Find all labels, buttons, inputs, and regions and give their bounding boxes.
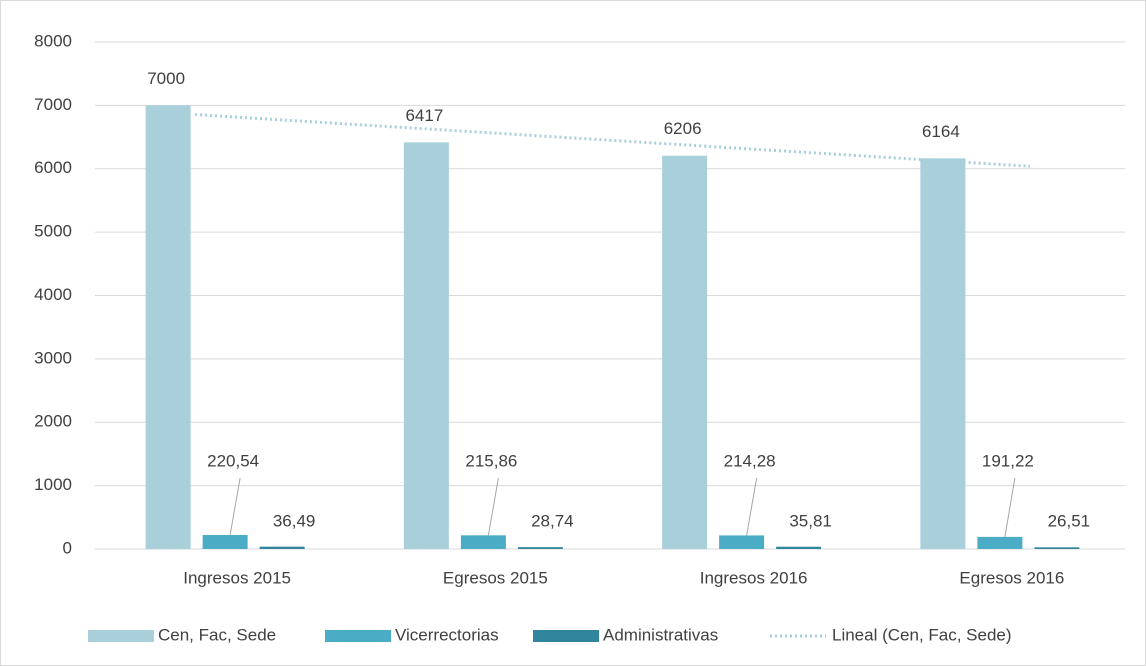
data-label: 6206 (664, 119, 702, 138)
x-tick-label: Ingresos 2016 (700, 568, 808, 587)
bar (259, 546, 305, 549)
leader-line (746, 477, 758, 536)
bar (662, 155, 708, 549)
y-tick-label: 6000 (34, 158, 72, 177)
x-tick-label: Egresos 2016 (959, 568, 1064, 587)
bar (920, 158, 966, 549)
legend-label: Lineal (Cen, Fac, Sede) (832, 625, 1012, 644)
bar (202, 535, 248, 549)
y-tick-label: 3000 (34, 348, 72, 367)
data-label: 36,49 (273, 511, 316, 530)
data-label: 7000 (147, 69, 185, 88)
y-tick-label: 0 (63, 538, 72, 557)
bar (460, 535, 506, 549)
bar (145, 105, 191, 549)
legend-label: Vicerrectorias (395, 625, 499, 644)
bar (977, 536, 1023, 549)
data-label: 28,74 (531, 511, 574, 530)
y-tick-label: 2000 (34, 412, 72, 431)
data-label: 26,51 (1048, 511, 1091, 530)
bar (719, 535, 765, 549)
data-label: 35,81 (789, 511, 832, 530)
y-tick-label: 8000 (34, 31, 72, 50)
bar (1034, 547, 1080, 549)
y-tick-label: 1000 (34, 475, 72, 494)
data-label: 6164 (922, 122, 960, 141)
y-tick-label: 4000 (34, 285, 72, 304)
legend-label: Administrativas (603, 625, 718, 644)
data-label: 215,86 (465, 451, 517, 470)
y-tick-label: 5000 (34, 222, 72, 241)
legend-label: Cen, Fac, Sede (158, 625, 276, 644)
trend-line (195, 113, 1030, 168)
data-label: 214,28 (724, 451, 776, 470)
data-label: 191,22 (982, 451, 1034, 470)
bar (403, 142, 449, 549)
x-tick-label: Ingresos 2015 (183, 568, 291, 587)
bar (776, 546, 822, 549)
leader-line (229, 477, 241, 536)
legend-swatch (533, 630, 599, 642)
legend-swatch (88, 630, 154, 642)
bar (517, 547, 563, 549)
legend-swatch (325, 630, 391, 642)
data-label: 6417 (405, 106, 443, 125)
x-tick-label: Egresos 2015 (443, 568, 548, 587)
leader-line (1004, 477, 1016, 537)
leader-line (487, 477, 499, 536)
data-label: 220,54 (207, 451, 259, 470)
y-tick-label: 7000 (34, 95, 72, 114)
